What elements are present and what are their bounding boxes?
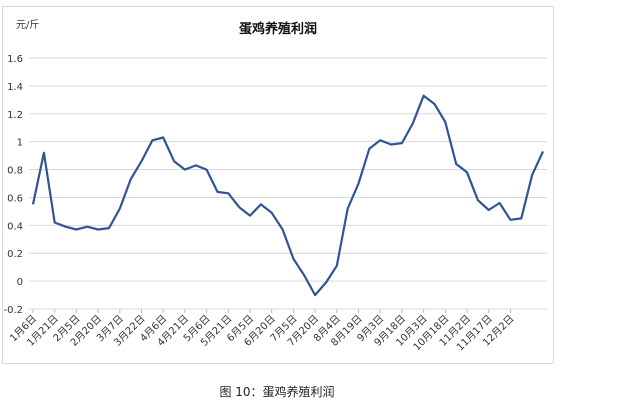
line-chart: -0.2 0 0.2 0.4 0.6 0.8 1 1.2 1.4 1.6 1月6日1月21日2月5… [3, 19, 547, 353]
y-tick-label: 1 [17, 138, 23, 149]
figure-caption: 图 10：蛋鸡养殖利润 [219, 385, 335, 399]
y-tick-label: 0.2 [7, 249, 23, 260]
chart-title: 蛋鸡养殖利润 [239, 21, 317, 37]
y-tick-label: 1.6 [7, 54, 23, 65]
y-axis-ticks: -0.2 0 0.2 0.4 0.6 0.8 1 1.2 1.4 1.6 [3, 54, 23, 316]
y-tick-label: 0.6 [7, 193, 23, 204]
gridlines [29, 57, 547, 310]
y-tick-label: 0.8 [7, 166, 23, 177]
y-tick-label: 0 [17, 277, 23, 288]
y-tick-label: 1.2 [7, 110, 23, 121]
y-tick-label: 0.4 [7, 221, 23, 232]
series-line [31, 94, 544, 297]
y-tick-label: -0.2 [3, 305, 23, 316]
y-tick-label: 1.4 [7, 82, 23, 93]
unit-label: 元/斤 [16, 19, 39, 31]
x-axis-ticks: 1月6日1月21日2月5日2月20日3月7日3月22日4月6日4月21日5月6日… [7, 309, 517, 353]
chart-frame: -0.2 0 0.2 0.4 0.6 0.8 1 1.2 1.4 1.6 1月6日 1月21日 2月5… [2, 6, 554, 364]
